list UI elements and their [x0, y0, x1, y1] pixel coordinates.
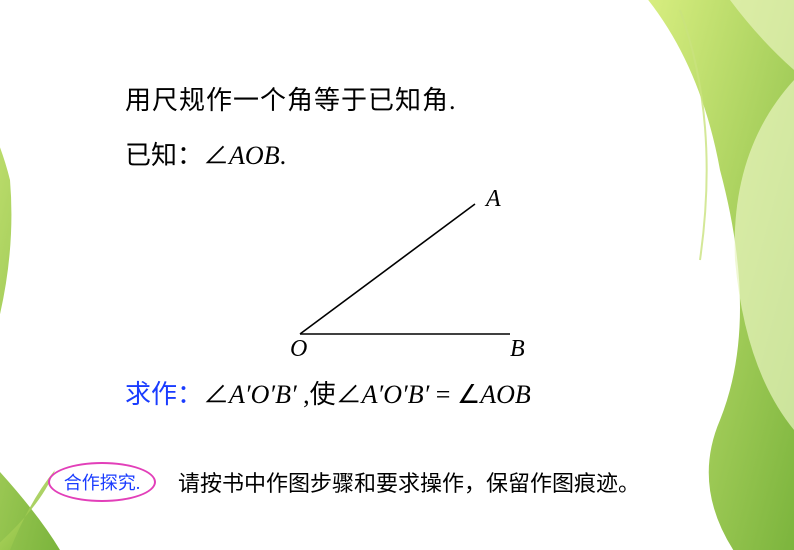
- svg-text:O: O: [290, 336, 307, 359]
- given-prefix: 已知：: [125, 141, 203, 170]
- equals-sign: =: [429, 380, 457, 409]
- angle-symbol-3: ∠: [336, 380, 362, 409]
- angle-aob-label: AOB: [229, 141, 280, 170]
- footer-row: 合作探究. 请按书中作图步骤和要求操作，保留作图痕迹。: [48, 462, 640, 502]
- angle-symbol-2: ∠: [203, 380, 229, 409]
- given-suffix: .: [280, 141, 287, 170]
- angle-symbol-4: ∠: [457, 380, 480, 409]
- svg-text:B: B: [510, 336, 525, 359]
- cooperation-badge-text: 合作探究.: [64, 469, 141, 495]
- problem-statement: 用尺规作一个角等于已知角.: [125, 80, 665, 117]
- construct-prefix: 求作：: [125, 380, 203, 409]
- svg-text:A: A: [484, 186, 501, 212]
- separator-text: ,使: [297, 380, 336, 409]
- slide-content: 用尺规作一个角等于已知角. 已知：∠AOB. A O B 求作：∠A′O′B′ …: [125, 80, 665, 411]
- angle-symbol: ∠: [203, 141, 229, 170]
- cooperation-badge: 合作探究.: [48, 462, 156, 502]
- angle-aob-label-2: AOB: [480, 380, 531, 409]
- angle-diagram: A O B: [125, 184, 665, 364]
- construct-line: 求作：∠A′O′B′ ,使∠A′O′B′ = ∠AOB: [125, 374, 665, 411]
- angle-prime-label-1: A′O′B′: [229, 380, 297, 409]
- instruction-text: 请按书中作图步骤和要求操作，保留作图痕迹。: [178, 466, 640, 498]
- given-line: 已知：∠AOB.: [125, 135, 665, 172]
- angle-prime-label-2: A′O′B′: [362, 380, 430, 409]
